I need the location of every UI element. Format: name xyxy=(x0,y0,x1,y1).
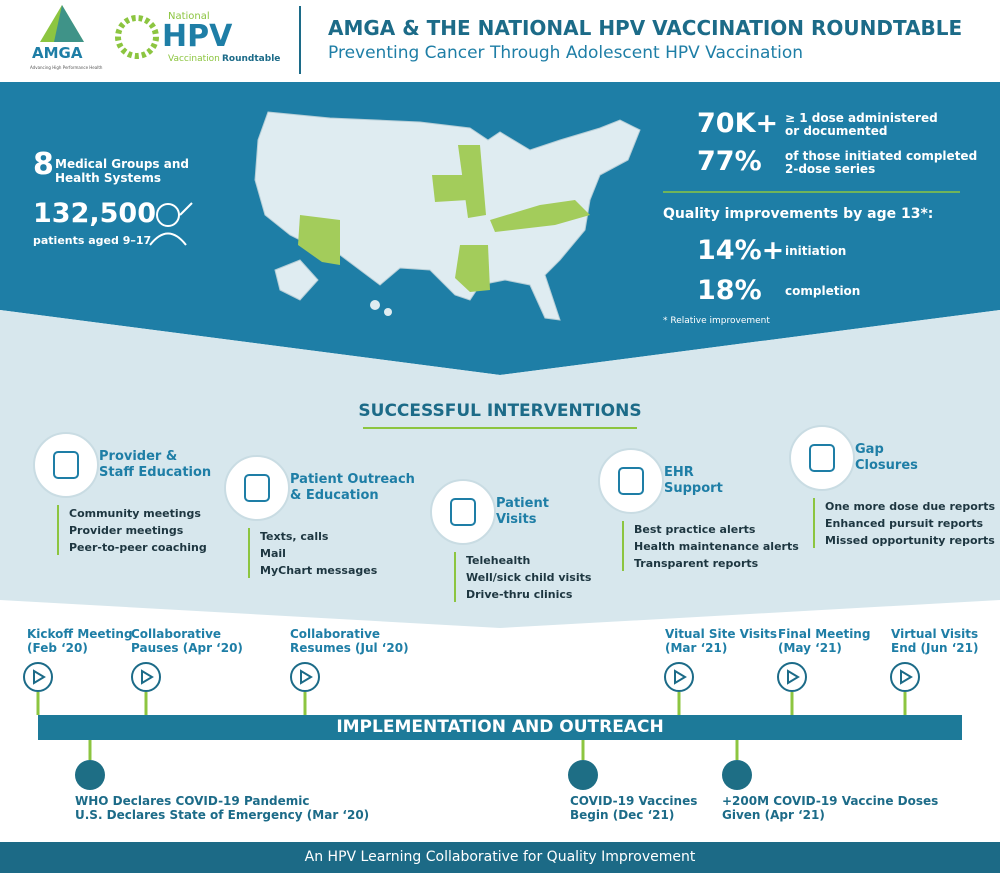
stat-label: 2-dose series xyxy=(785,162,876,176)
milestone-label: Resumes (Jul ‘20) xyxy=(290,641,409,655)
intervention-icon xyxy=(33,432,99,498)
bullet-item: Texts, calls xyxy=(260,530,329,543)
milestone-icon xyxy=(664,662,694,692)
subtitle: Preventing Cancer Through Adolescent HPV… xyxy=(328,43,804,63)
intervention-title: Patient xyxy=(496,496,549,511)
bullet-item: Mail xyxy=(260,547,286,560)
bullet-item: Best practice alerts xyxy=(634,523,756,536)
milestone-label: (Mar ‘21) xyxy=(665,641,728,655)
icon-glyph xyxy=(618,467,644,495)
event-label: Given (Apr ‘21) xyxy=(722,808,825,822)
milestone-label: Vitual Site Visits xyxy=(665,627,777,641)
bullet-item: Community meetings xyxy=(69,507,201,520)
icon-glyph xyxy=(900,669,913,685)
timeline-banner: IMPLEMENTATION AND OUTREACH xyxy=(336,717,664,737)
milestone-icon xyxy=(23,662,53,692)
bullet-item: One more dose due reports xyxy=(825,500,996,513)
icon-glyph xyxy=(300,669,313,685)
bullet-item: Enhanced pursuit reports xyxy=(825,517,984,530)
milestone-label: Virtual Visits xyxy=(891,627,979,641)
milestone-icon xyxy=(290,662,320,692)
stat-number: 70K+ xyxy=(697,108,779,139)
intervention-title: Visits xyxy=(496,512,537,527)
section-heading: SUCCESSFUL INTERVENTIONS xyxy=(358,401,642,421)
bullet-item: Provider meetings xyxy=(69,524,184,537)
event-label: +200M COVID-19 Vaccine Doses xyxy=(722,794,939,808)
stat-number: 14%+ xyxy=(697,235,785,266)
stat-number: 77% xyxy=(697,146,762,177)
event-label: U.S. Declares State of Emergency (Mar ‘2… xyxy=(75,808,370,822)
footer-text: An HPV Learning Collaborative for Qualit… xyxy=(304,849,696,865)
logo-text: HPV xyxy=(162,19,233,54)
intervention-icon xyxy=(430,479,496,545)
bullet-item: Health maintenance alerts xyxy=(634,540,799,553)
milestone-label: (Feb ‘20) xyxy=(27,641,88,655)
intervention-title: Staff Education xyxy=(99,465,212,480)
event-icon xyxy=(568,760,598,790)
stat-label: of those initiated completed xyxy=(785,149,978,163)
milestone-icon xyxy=(777,662,807,692)
event-label: WHO Declares COVID-19 Pandemic xyxy=(75,794,310,808)
logo-tagline: Advancing High Performance Health xyxy=(30,65,103,70)
intervention-title: Support xyxy=(664,481,723,496)
bullet-item: Drive-thru clinics xyxy=(466,588,573,601)
intervention-title: EHR xyxy=(664,465,694,480)
milestone-label: (May ‘21) xyxy=(778,641,842,655)
stat-number: 132,500 xyxy=(33,198,156,229)
milestone-label: Collaborative xyxy=(131,627,222,641)
intervention-title: Patient Outreach xyxy=(290,472,415,487)
logo-text: Roundtable xyxy=(222,54,281,64)
section-heading: Quality improvements by age 13*: xyxy=(663,206,934,222)
stat-label: Health Systems xyxy=(55,171,161,185)
stat-number: 8 xyxy=(33,147,54,182)
stat-number: 18% xyxy=(697,275,762,306)
logo-text: National xyxy=(168,11,210,22)
intervention-title: Gap xyxy=(855,442,884,457)
milestone-label: Kickoff Meeting xyxy=(27,627,133,641)
stat-label: ≥ 1 dose administered xyxy=(785,111,938,125)
icon-glyph xyxy=(674,669,687,685)
icon-glyph xyxy=(33,669,46,685)
event-label: Begin (Dec ‘21) xyxy=(570,808,675,822)
stat-label: completion xyxy=(785,284,861,298)
milestone-label: Collaborative xyxy=(290,627,381,641)
icon-glyph xyxy=(53,451,79,479)
stat-label: Medical Groups and xyxy=(55,157,189,171)
icon-glyph xyxy=(244,474,270,502)
title: AMGA & THE NATIONAL HPV VACCINATION ROUN… xyxy=(328,16,963,40)
icon-glyph xyxy=(787,669,800,685)
icon-glyph xyxy=(450,498,476,526)
milestone-icon xyxy=(131,662,161,692)
bullet-item: Transparent reports xyxy=(634,557,759,570)
stat-label: patients aged 9–17 xyxy=(33,234,152,247)
bullet-item: MyChart messages xyxy=(260,564,378,577)
event-label: COVID-19 Vaccines xyxy=(570,794,698,808)
intervention-icon xyxy=(789,425,855,491)
bullet-item: Missed opportunity reports xyxy=(825,534,995,547)
intervention-title: & Education xyxy=(290,488,379,503)
icon-glyph xyxy=(809,444,835,472)
intervention-title: Closures xyxy=(855,458,918,473)
logo-text: AMGA xyxy=(32,44,83,62)
milestone-icon xyxy=(890,662,920,692)
event-icon xyxy=(75,760,105,790)
milestone-label: Final Meeting xyxy=(778,627,871,641)
intervention-icon xyxy=(224,455,290,521)
intervention-title: Provider & xyxy=(99,449,178,464)
bullet-item: Well/sick child visits xyxy=(466,571,592,584)
bullet-item: Peer-to-peer coaching xyxy=(69,541,207,554)
footnote: * Relative improvement xyxy=(663,316,770,326)
milestone-label: Pauses (Apr ‘20) xyxy=(131,641,243,655)
logo-text: Vaccination xyxy=(168,54,220,64)
event-icon xyxy=(722,760,752,790)
icon-glyph xyxy=(141,669,154,685)
bullet-item: Telehealth xyxy=(466,554,531,567)
intervention-icon xyxy=(598,448,664,514)
stat-label: or documented xyxy=(785,124,888,138)
us-map xyxy=(254,111,641,321)
milestone-label: End (Jun ‘21) xyxy=(891,641,979,655)
stat-label: initiation xyxy=(785,244,847,258)
